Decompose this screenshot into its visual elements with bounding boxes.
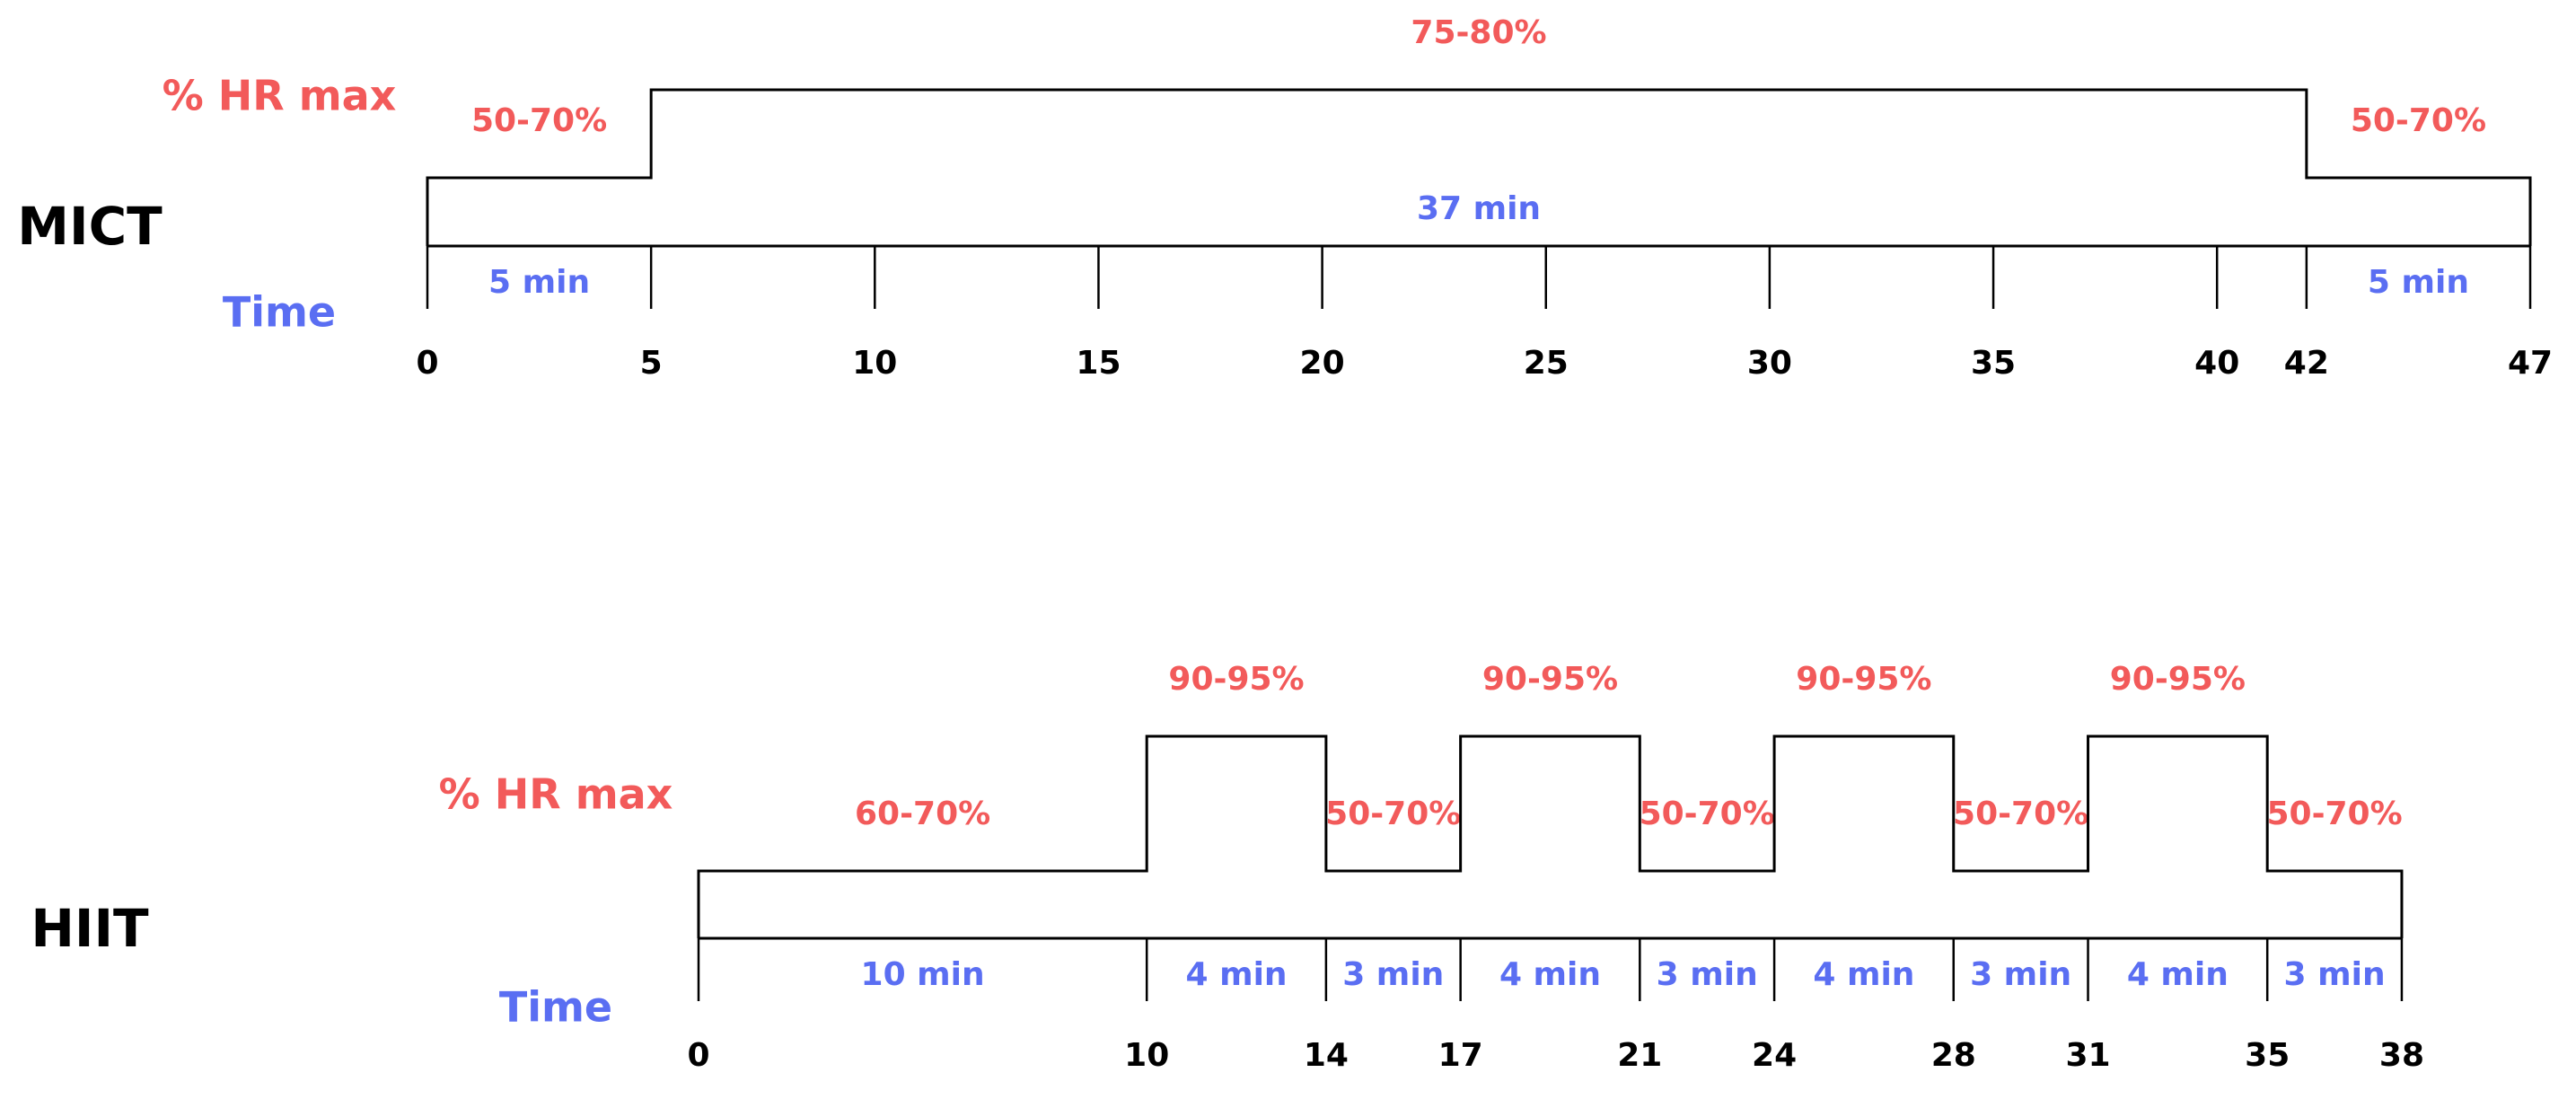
intensity-label: 50-70% (1953, 796, 2088, 832)
duration-label: 3 min (1657, 956, 1758, 993)
intensity-label: 60-70% (855, 796, 990, 832)
intensity-label: 50-70% (1325, 796, 1461, 832)
duration-label: 5 min (488, 264, 590, 301)
tick-label: 31 (2065, 1037, 2110, 1074)
duration-label: 3 min (1342, 956, 1444, 993)
intensity-label: 90-95% (1796, 661, 1931, 698)
duration-label: 37 min (1417, 190, 1541, 227)
time-label: Time (499, 983, 612, 1032)
tick-label: 47 (2508, 345, 2553, 382)
duration-label: 4 min (1186, 956, 1288, 993)
tick-label: 42 (2284, 345, 2329, 382)
tick-label: 0 (687, 1037, 709, 1074)
tick-label: 24 (1752, 1037, 1797, 1074)
duration-label: 4 min (1813, 956, 1914, 993)
time-label: Time (223, 288, 336, 337)
duration-label: 4 min (1499, 956, 1601, 993)
protocol-name: HIIT (31, 898, 149, 959)
intensity-label: 50-70% (2351, 102, 2486, 139)
intensity-label: 50-70% (2266, 796, 2402, 832)
protocol-name: MICT (17, 196, 163, 257)
tick-label: 20 (1300, 345, 1345, 382)
tick-label: 35 (1971, 345, 2016, 382)
intensity-label: 50-70% (1640, 796, 1775, 832)
intensity-label: 90-95% (1168, 661, 1304, 698)
tick-label: 0 (416, 345, 438, 382)
duration-label: 5 min (2368, 264, 2469, 301)
tick-label: 38 (2379, 1037, 2424, 1074)
tick-label: 15 (1076, 345, 1121, 382)
tick-label: 5 (640, 345, 663, 382)
duration-label: 3 min (1970, 956, 2071, 993)
intensity-label: 75-80% (1411, 14, 1546, 51)
duration-label: 3 min (2284, 956, 2386, 993)
tick-label: 25 (1524, 345, 1569, 382)
tick-label: 35 (2245, 1037, 2290, 1074)
duration-label: 4 min (2127, 956, 2229, 993)
tick-label: 40 (2194, 345, 2239, 382)
intensity-profile (426, 88, 2532, 246)
intensity-label: 50-70% (471, 102, 607, 139)
tick-label: 21 (1617, 1037, 1662, 1074)
tick-label: 10 (1124, 1037, 1169, 1074)
duration-label: 10 min (861, 956, 985, 993)
intensity-profile (697, 734, 2404, 938)
intensity-label: 90-95% (2110, 661, 2246, 698)
tick-label: 30 (1747, 345, 1792, 382)
hr-label: % HR max (439, 770, 673, 819)
intensity-label: 90-95% (1482, 661, 1618, 698)
tick-label: 14 (1304, 1037, 1349, 1074)
tick-label: 17 (1438, 1037, 1483, 1074)
tick-label: 10 (852, 345, 897, 382)
hr-label: % HR max (163, 72, 397, 120)
tick-label: 28 (1931, 1037, 1976, 1074)
